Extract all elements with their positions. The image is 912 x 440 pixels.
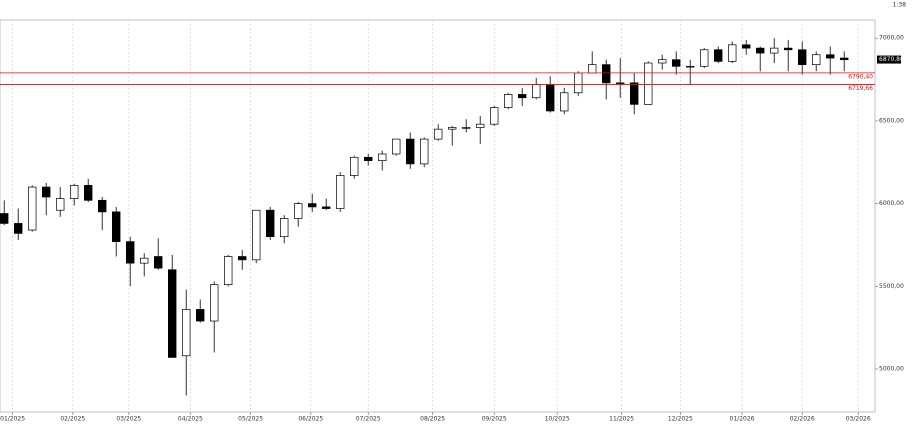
candle-body <box>657 59 667 64</box>
candle-body <box>517 94 527 99</box>
candle-body <box>238 256 247 261</box>
candle-body <box>615 82 625 85</box>
candle-body <box>13 223 23 234</box>
y-tick-label: 6000,00 <box>879 200 904 207</box>
candle-body <box>364 156 373 161</box>
x-tick-label: 09/2025 <box>482 416 507 423</box>
candle-body <box>69 185 79 199</box>
candle-body <box>699 49 709 67</box>
x-tick-label: 02/2026 <box>790 416 815 423</box>
plot-frame <box>0 19 876 413</box>
candle-body <box>125 241 135 264</box>
candle-body <box>140 257 149 264</box>
candle-body <box>769 47 779 54</box>
candle-body <box>28 186 37 231</box>
candle-body <box>504 94 513 109</box>
candle-body <box>462 127 471 129</box>
candle-body <box>643 62 653 105</box>
candle-body <box>587 64 597 74</box>
candle-body <box>392 138 401 155</box>
candle-body <box>336 175 345 209</box>
candle-body <box>168 269 177 358</box>
candle-body <box>252 209 261 261</box>
candle-body <box>629 82 639 105</box>
candle-body <box>322 206 331 209</box>
x-tick-label: 03/2026 <box>846 416 871 423</box>
candle-body <box>266 209 275 238</box>
candle-body <box>182 309 191 357</box>
candle-body <box>727 44 737 62</box>
candle-body <box>224 256 233 285</box>
candle-body <box>839 57 849 61</box>
candle-body <box>350 156 359 176</box>
level-label: 6790,40 <box>848 73 873 80</box>
candle-body <box>111 211 121 242</box>
candle-body <box>783 47 793 51</box>
corner-label: 1:38 <box>893 2 907 9</box>
candle-body <box>755 47 765 54</box>
candle-body <box>406 138 415 165</box>
last-price-label: 6870,86 <box>879 56 904 63</box>
candle-body <box>55 198 65 211</box>
x-tick-label: 10/2025 <box>545 416 570 423</box>
candle-body <box>559 92 569 112</box>
x-tick-label: 02/2025 <box>60 416 85 423</box>
candle-body <box>601 64 611 84</box>
candle-body <box>685 65 695 68</box>
candle-body <box>825 54 835 59</box>
x-tick-label: 12/2025 <box>668 416 693 423</box>
x-tick-label: 04/2025 <box>178 416 203 423</box>
candle-body <box>713 49 723 62</box>
candle-body <box>294 203 303 219</box>
level-label: 6719,66 <box>848 85 873 92</box>
candle-body <box>531 84 541 99</box>
candle-body <box>41 186 51 198</box>
y-tick-label: 6500,00 <box>879 117 904 124</box>
candle-body <box>308 203 317 208</box>
candle-body <box>545 84 555 112</box>
candle-body <box>490 107 499 125</box>
x-tick-label: 05/2025 <box>238 416 263 423</box>
candle-body <box>741 44 751 49</box>
candle-body <box>476 123 485 128</box>
x-tick-label: 01/2026 <box>730 416 755 423</box>
candle-body <box>671 59 681 67</box>
candle-body <box>280 218 289 238</box>
x-tick-label: 03/2025 <box>116 416 141 423</box>
x-tick-label: 01/2025 <box>0 416 25 423</box>
candle-body <box>448 127 457 130</box>
candle-body <box>811 54 821 66</box>
candle-body <box>210 284 219 322</box>
last-price-box <box>877 55 901 64</box>
x-tick-label: 11/2025 <box>609 416 634 423</box>
y-tick-label: 5000,00 <box>879 365 904 372</box>
candle-body <box>97 199 107 213</box>
candle-body <box>0 213 9 224</box>
candle-body <box>154 256 163 269</box>
x-tick-label: 08/2025 <box>420 416 445 423</box>
candle-body <box>797 49 807 66</box>
x-tick-label: 06/2025 <box>298 416 323 423</box>
y-tick-label: 7000,00 <box>879 35 904 42</box>
candle-body <box>573 72 583 94</box>
candle-body <box>196 309 205 322</box>
x-tick-label: 07/2025 <box>356 416 381 423</box>
candle-body <box>420 138 429 165</box>
candle-body <box>434 128 443 140</box>
candle-body <box>83 185 93 201</box>
y-tick-label: 5500,00 <box>879 283 904 290</box>
candle-body <box>378 153 387 161</box>
